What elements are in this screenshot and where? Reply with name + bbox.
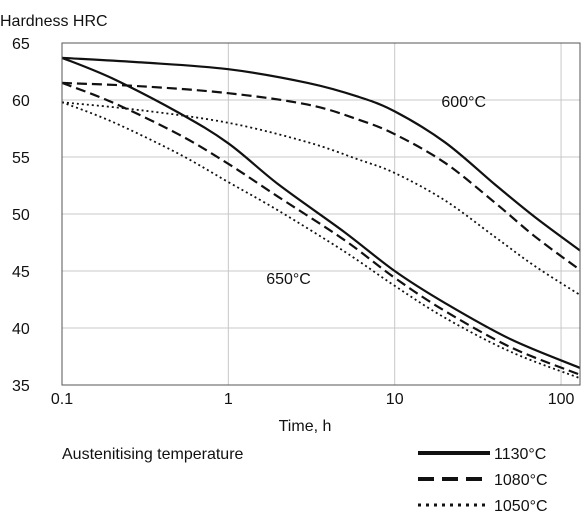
legend-label: 1130°C xyxy=(494,446,546,463)
series-line-600c-1130c xyxy=(61,56,581,252)
y-tick-label: 50 xyxy=(12,207,30,224)
x-tick-label: 10 xyxy=(386,391,404,408)
series-line-650c-1130c xyxy=(61,56,581,369)
legend-label: 1050°C xyxy=(494,498,548,515)
x-tick-label: 100 xyxy=(548,391,575,408)
series-line-600c-1050c xyxy=(61,101,581,296)
legend: 1130°C 1080°C 1050°C xyxy=(418,446,548,515)
annotation-label: 650°C xyxy=(266,271,311,288)
x-tick-label: 0.1 xyxy=(51,391,73,408)
series-line-650c-1080c xyxy=(61,81,581,376)
legend-title: Austenitising temperature xyxy=(62,446,244,463)
legend-label: 1080°C xyxy=(494,472,548,489)
plot-frame xyxy=(61,42,581,386)
annotations: 600°C 650°C xyxy=(266,94,486,288)
y-tick-label: 45 xyxy=(12,264,30,281)
x-tick-label: 1 xyxy=(224,391,233,408)
series-lines xyxy=(61,56,581,380)
y-tick-label: 55 xyxy=(12,150,30,167)
x-tick-labels: 0.1 1 10 100 xyxy=(51,391,575,408)
series-line-650c-1050c xyxy=(61,101,581,380)
y-axis-label: Hardness HRC xyxy=(0,13,108,30)
y-tick-label: 65 xyxy=(12,36,30,53)
y-tick-labels: 35 40 45 50 55 60 65 xyxy=(12,36,30,395)
y-tick-label: 35 xyxy=(12,378,30,395)
annotation-label: 600°C xyxy=(441,94,486,111)
y-tick-label: 60 xyxy=(12,93,30,110)
y-tick-label: 40 xyxy=(12,321,30,338)
series-line-600c-1080c xyxy=(61,81,581,271)
x-axis-label: Time, h xyxy=(279,418,332,435)
